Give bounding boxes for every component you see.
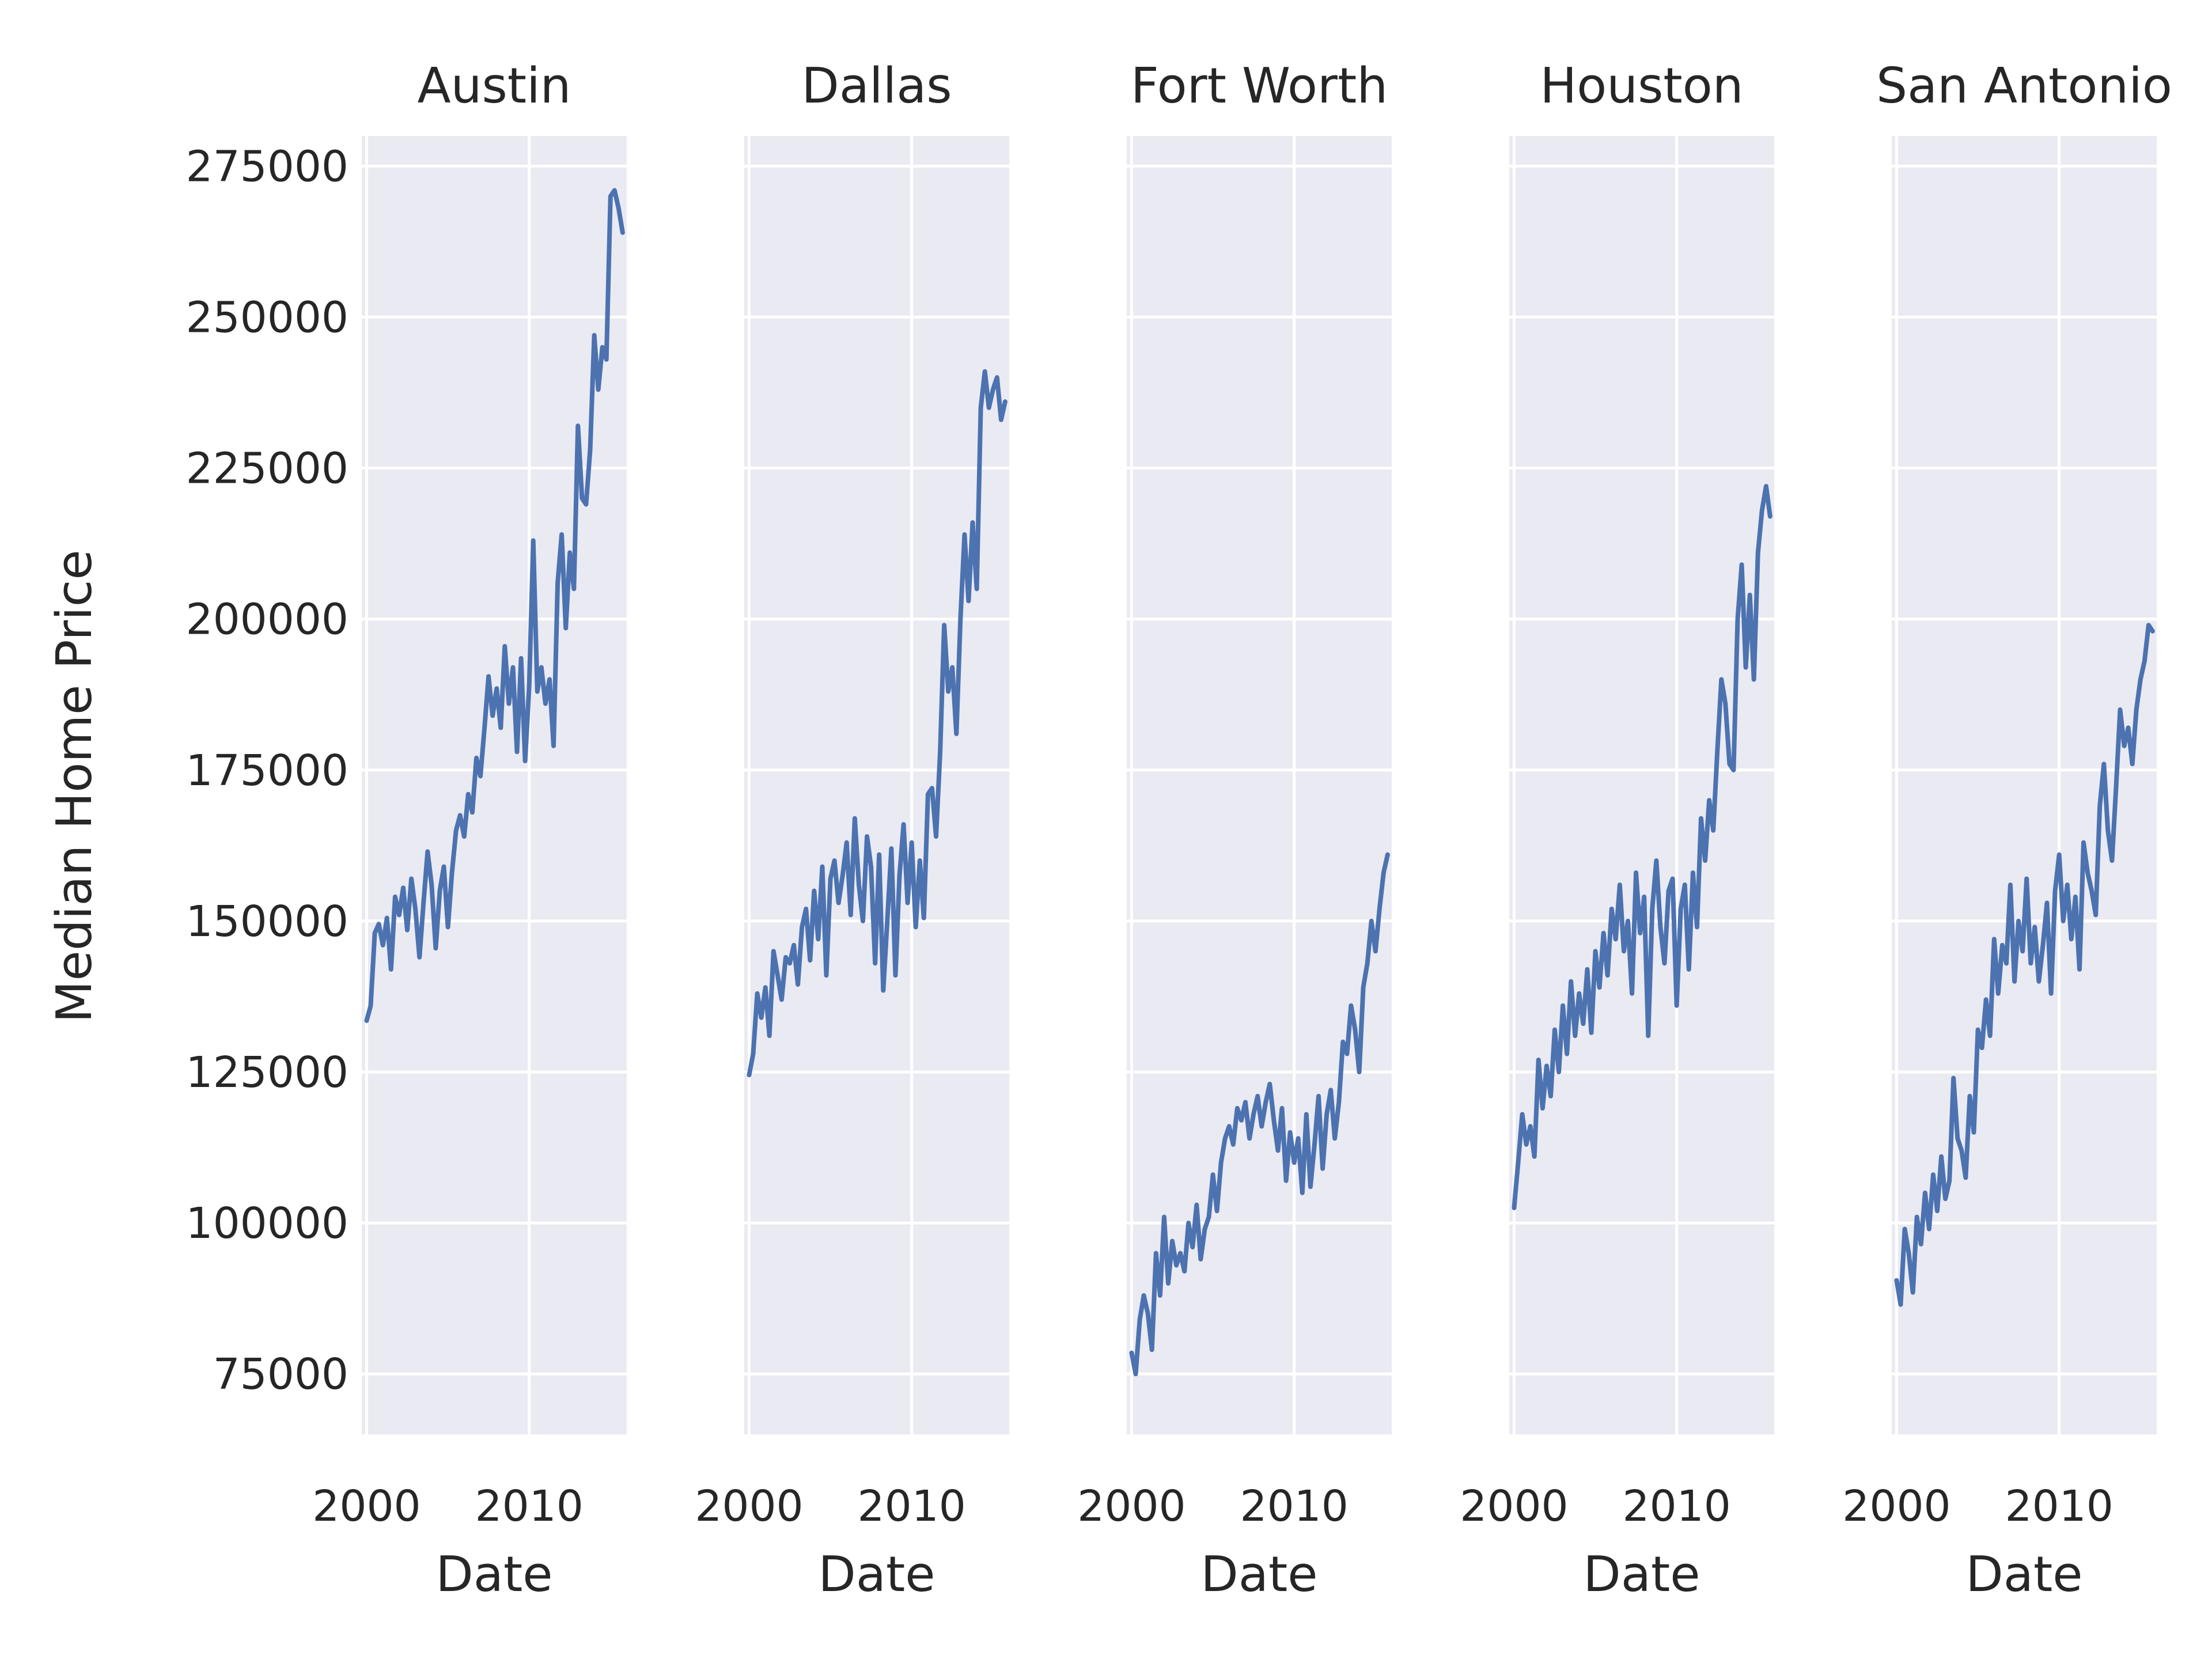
series-line-san-antonio [1894, 623, 2155, 1307]
x-tick-label: 2000 [312, 1482, 421, 1531]
panel-title: Austin [417, 58, 571, 115]
x-tick-label: 2010 [2005, 1482, 2113, 1531]
x-tick-label: 2000 [695, 1482, 803, 1531]
panel-fort-worth: Fort Worth 2000 2010 Date [1077, 58, 1392, 1603]
panel-background [362, 136, 627, 1434]
y-tick-label: 150000 [186, 897, 349, 946]
series-line-houston [1512, 484, 1772, 1210]
x-axis-label: Date [1583, 1546, 1700, 1603]
panel-background [1892, 136, 2157, 1434]
panel-houston: Houston 2000 2010 Date [1460, 58, 1774, 1603]
x-tick-label: 2010 [1240, 1482, 1349, 1531]
y-axis-label: Median Home Price [46, 550, 103, 1023]
x-axis-label: Date [435, 1546, 552, 1603]
y-tick-label: 125000 [186, 1048, 349, 1097]
x-tick-label: 2010 [1623, 1482, 1731, 1531]
series-line-austin [364, 188, 625, 1023]
x-tick-label: 2000 [1077, 1482, 1185, 1531]
x-tick-label: 2010 [858, 1482, 966, 1531]
y-tick-label: 275000 [186, 142, 349, 191]
panel-background [744, 136, 1009, 1434]
panels: Austin 2000 2010 Date 75000 100000 125000 15000… [186, 58, 2172, 1603]
y-tick-label: 100000 [186, 1199, 349, 1248]
panel-title: Fort Worth [1131, 58, 1388, 115]
panel-dallas: Dallas 2000 2010 Date [695, 58, 1009, 1603]
y-tick-label: 175000 [186, 746, 349, 796]
y-tick-label: 250000 [186, 293, 349, 343]
y-tick-label: 75000 [213, 1350, 349, 1399]
y-tick-label: 200000 [186, 595, 349, 645]
panel-title: Houston [1540, 58, 1743, 115]
x-axis-label: Date [818, 1546, 935, 1603]
x-tick-label: 2000 [1842, 1482, 1950, 1531]
series-line-dallas [747, 369, 1007, 1078]
x-axis-label: Date [1200, 1546, 1317, 1603]
panel-background [1127, 136, 1392, 1434]
panel-title: San Antonio [1876, 58, 2172, 115]
y-tick-label: 225000 [186, 444, 349, 494]
panel-san-antonio: San Antonio 2000 2010 Date [1842, 58, 2172, 1603]
panel-background [1509, 136, 1774, 1434]
x-tick-label: 2000 [1460, 1482, 1568, 1531]
x-tick-label: 2010 [475, 1482, 584, 1531]
panel-austin: Austin 2000 2010 Date 75000 100000 125000 15000… [186, 58, 627, 1603]
x-axis-label: Date [1965, 1546, 2082, 1603]
series-line-fort-worth [1129, 852, 1390, 1377]
panel-title: Dallas [801, 58, 952, 115]
